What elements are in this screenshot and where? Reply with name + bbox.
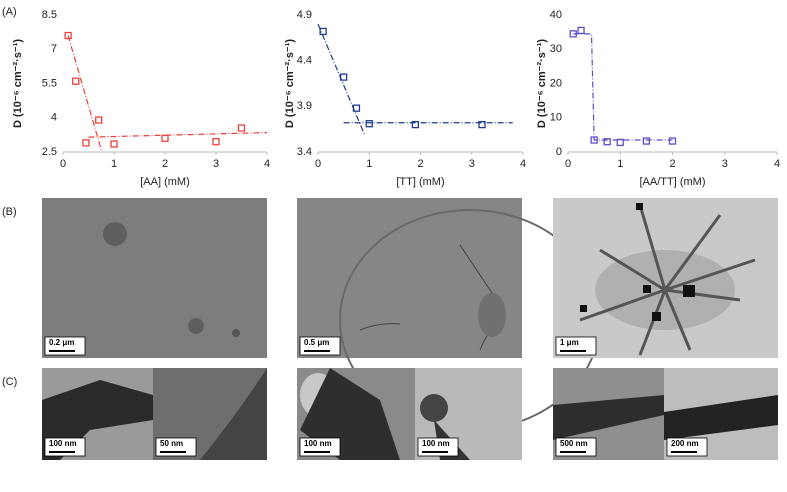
scale-bar: 100 nm [417,437,459,457]
data-point [616,138,624,147]
data-point [569,30,577,38]
y-tick-label: 3.4 [297,146,312,158]
y-axis-label: D (10⁻⁶ cm⁻²·s⁻¹) [12,39,24,128]
data-point [95,116,103,124]
micrograph [297,198,601,431]
scale-bar: 50 nm [155,437,197,457]
scale-bar: 100 nm [44,437,86,457]
x-tick-label: 3 [469,158,475,170]
micrograph [42,198,267,358]
scale-bar-label: 50 nm [160,439,183,448]
scale-bar-label: 200 nm [671,439,699,448]
x-axis-label: [TT] (mM) [396,176,444,188]
x-tick-label: 2 [669,158,675,170]
y-tick-label: 0 [556,146,562,158]
data-point [642,137,651,145]
data-point [82,139,90,147]
trend-line [573,33,673,141]
y-tick-label: 20 [550,77,562,89]
data-point [72,77,80,85]
x-tick-label: 3 [722,158,728,170]
data-point [319,27,327,36]
scale-bar: 500 nm [555,437,597,457]
micrograph [553,198,778,358]
scale-bar: 100 nm [299,437,341,457]
panel-label: (A) [2,6,17,18]
panel-label: (B) [2,206,17,218]
scale-bar-label: 100 nm [304,439,332,448]
x-axis-label: [AA] (mM) [140,176,190,188]
y-axis-label: D (10⁻⁶ cm⁻²·s⁻¹) [536,39,548,128]
data-point [590,136,598,144]
x-tick-label: 1 [111,158,117,170]
x-tick-label: 0 [315,158,321,170]
data-point [668,137,677,145]
y-tick-label: 7 [51,43,57,55]
data-point [365,120,373,128]
x-tick-label: 4 [264,158,270,170]
y-axis-label: D (10⁻⁶ cm⁻²·s⁻¹) [284,39,296,128]
y-tick-label: 3.9 [297,100,312,112]
data-point [64,31,72,40]
scale-bar-label: 100 nm [49,439,77,448]
y-tick-label: 10 [550,112,562,124]
data-point [212,138,220,146]
x-tick-label: 3 [213,158,219,170]
data-point [411,120,420,129]
x-tick-label: 2 [417,158,423,170]
y-tick-label: 4.9 [297,9,312,21]
trend-line [88,131,268,138]
scale-bar: 200 nm [666,437,708,457]
data-point [603,138,611,146]
scale-bar-label: 0.5 μm [304,338,329,347]
y-tick-label: 4 [51,112,57,124]
data-point [161,134,169,142]
x-tick-label: 4 [520,158,526,170]
y-tick-label: 2.5 [42,146,57,158]
x-tick-label: 2 [162,158,168,170]
x-tick-label: 4 [774,158,780,170]
data-point [478,120,486,129]
y-tick-label: 40 [550,9,562,21]
data-point [339,73,348,81]
scale-bar-label: 1 μm [560,338,579,347]
panel-label: (C) [2,376,17,388]
scale-bar: 1 μm [555,336,597,356]
scale-bar: 0.5 μm [299,336,341,356]
scale-bar: 0.2 μm [44,336,86,356]
y-tick-label: 4.4 [297,55,312,67]
x-tick-label: 0 [565,158,571,170]
data-point [237,124,246,132]
data-point [352,104,361,112]
y-tick-label: 30 [550,43,562,55]
micrograph [297,368,522,460]
y-tick-label: 8.5 [42,9,57,21]
scale-bar-label: 100 nm [422,439,450,448]
x-axis-label: [AA/TT] (mM) [640,176,706,188]
x-tick-label: 0 [60,158,66,170]
data-point [577,26,585,35]
data-point [110,140,118,148]
trend-line [67,35,102,150]
y-tick-label: 5.5 [42,77,57,89]
x-tick-label: 1 [617,158,623,170]
scale-bar-label: 0.2 μm [49,338,74,347]
x-tick-label: 1 [366,158,372,170]
scale-bar-label: 500 nm [560,439,588,448]
